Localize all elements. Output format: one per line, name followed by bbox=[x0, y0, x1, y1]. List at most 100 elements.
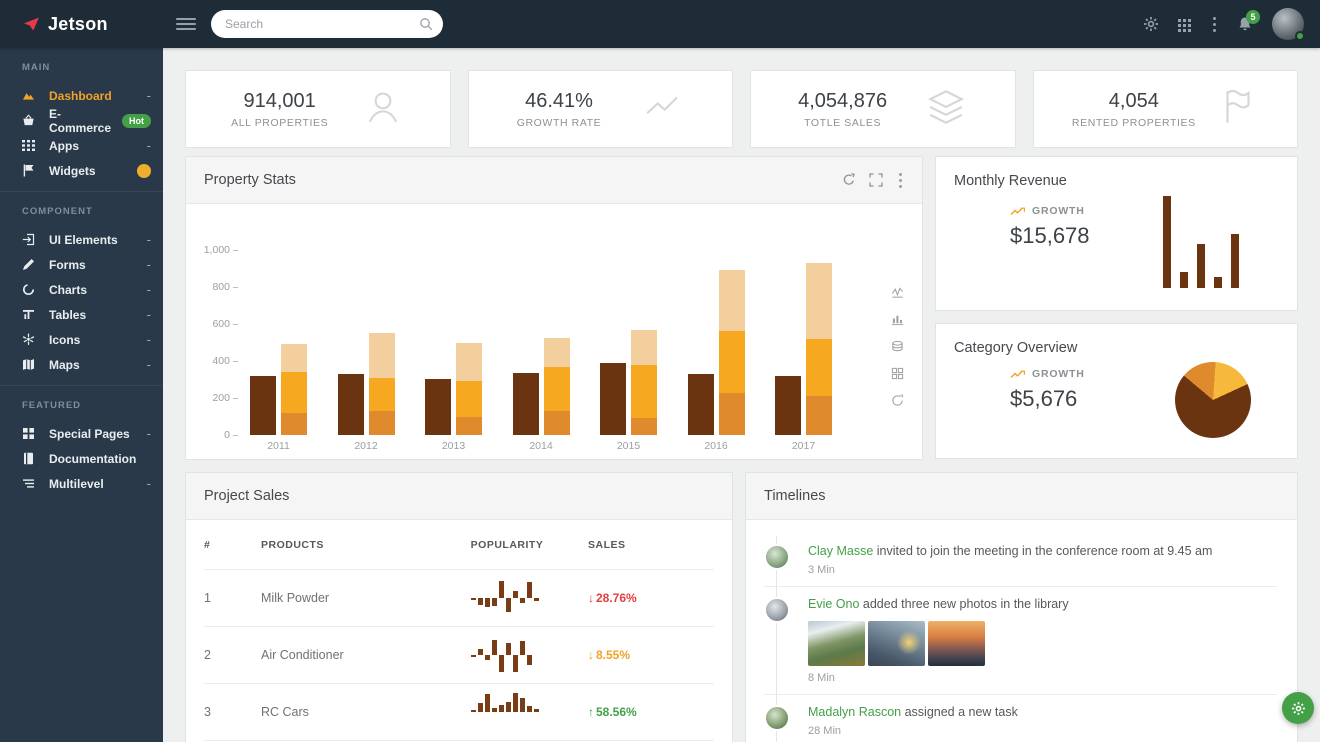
main-content: 914,001 ALL PROPERTIES 46.41% GROWTH RATE 4,… bbox=[163, 48, 1320, 742]
category-overview-card: Category Overview GROWTH $5,676 bbox=[935, 323, 1298, 459]
brand[interactable]: Jetson bbox=[0, 14, 163, 35]
sidebar-item-apps[interactable]: Apps - bbox=[0, 133, 163, 158]
bar-stacked[interactable] bbox=[368, 333, 395, 435]
user-name-link[interactable]: Evie Ono bbox=[808, 597, 860, 612]
stack-segment bbox=[631, 418, 657, 435]
bar-solid[interactable] bbox=[425, 378, 451, 435]
y-axis-tick: 400 bbox=[186, 355, 238, 367]
timestamp: 3 Min bbox=[808, 564, 835, 577]
sidebar-item-ui-elements[interactable]: UI Elements - bbox=[0, 227, 163, 252]
timelines-feed: Clay Masse invited to join the meeting i… bbox=[746, 520, 1297, 742]
bar-solid[interactable] bbox=[250, 375, 276, 435]
bar-group-2013[interactable]: 2013 bbox=[425, 343, 482, 452]
table-row[interactable]: 3 RC Cars ↑ 58.56% bbox=[204, 684, 714, 741]
sidebar-item-icons[interactable]: Icons - bbox=[0, 327, 163, 352]
sidebar-item-documentation[interactable]: Documentation bbox=[0, 446, 163, 471]
search-icon[interactable] bbox=[419, 17, 433, 36]
gear-icon[interactable] bbox=[1143, 16, 1159, 32]
photo-thumbnail[interactable] bbox=[868, 621, 925, 667]
photo-thumbnail[interactable] bbox=[808, 621, 865, 667]
column-header[interactable]: PRODUCTS bbox=[261, 538, 324, 551]
sidebar-item-multilevel[interactable]: Multilevel - bbox=[0, 471, 163, 496]
tb-bar-icon[interactable] bbox=[891, 313, 904, 331]
sidebar-item-tables[interactable]: Tables - bbox=[0, 302, 163, 327]
sidebar-item-dashboard[interactable]: Dashboard - bbox=[0, 83, 163, 108]
popularity-sparkline bbox=[471, 691, 543, 733]
collapse-caret: - bbox=[146, 357, 151, 372]
avatar[interactable] bbox=[764, 597, 790, 624]
bar-solid[interactable] bbox=[775, 375, 801, 435]
sidebar-section-label: COMPONENT bbox=[22, 206, 93, 217]
timeline-item: Madalyn Rascon assigned a new task 28 Min bbox=[764, 694, 1277, 742]
bar-group-2015[interactable]: 2015 bbox=[600, 329, 657, 452]
menu-toggle-icon[interactable] bbox=[176, 15, 196, 33]
collapse-caret: - bbox=[146, 307, 151, 322]
bar-group-2014[interactable]: 2014 bbox=[512, 337, 570, 452]
chart-plot-area: 2011 2012 2013 2014 2015 2016 2017 bbox=[250, 250, 832, 452]
table-row[interactable]: 2 Air Conditioner ↓ 8.55% bbox=[204, 627, 714, 684]
column-header[interactable]: POPULARITY bbox=[470, 538, 544, 551]
layers-icon bbox=[925, 86, 967, 133]
stack-segment bbox=[631, 364, 657, 419]
row-index: 2 bbox=[204, 648, 211, 662]
tb-restore-icon[interactable] bbox=[891, 394, 904, 412]
bar-stacked[interactable] bbox=[456, 343, 482, 435]
collapse-caret: - bbox=[146, 257, 151, 272]
arrow-down-icon: ↓ bbox=[588, 648, 594, 662]
bar-solid[interactable] bbox=[600, 362, 626, 435]
activity-text: assigned a new task bbox=[904, 705, 1018, 720]
expand-icon[interactable] bbox=[869, 173, 883, 187]
sidebar-item-charts[interactable]: Charts - bbox=[0, 277, 163, 302]
sidebar-item-e-commerce[interactable]: E-Commerce Hot bbox=[0, 107, 163, 135]
maps-icon bbox=[22, 358, 36, 372]
bar-group-2016[interactable]: 2016 bbox=[687, 270, 745, 452]
x-axis-label: 2013 bbox=[441, 440, 466, 452]
apps-grid-icon[interactable] bbox=[1178, 18, 1191, 32]
sidebar-item-special-pages[interactable]: Special Pages - bbox=[0, 421, 163, 446]
tb-line-icon[interactable] bbox=[891, 286, 904, 304]
project-sales-panel: Project Sales # PRODUCTS POPULARITY SALES 1 M… bbox=[185, 472, 733, 742]
collapse-caret: - bbox=[146, 138, 151, 153]
bar-stacked[interactable] bbox=[631, 329, 657, 435]
sidebar-item-label: Icons bbox=[49, 332, 81, 347]
settings-fab-button[interactable] bbox=[1282, 692, 1314, 724]
avatar[interactable] bbox=[764, 544, 790, 570]
refresh-icon[interactable] bbox=[842, 173, 856, 187]
stack-segment bbox=[806, 396, 832, 435]
user-name-link[interactable]: Clay Masse bbox=[808, 544, 874, 558]
bar-group-2012[interactable]: 2012 bbox=[337, 333, 395, 452]
sidebar-item-maps[interactable]: Maps - bbox=[0, 352, 163, 377]
stat-card-rented-properties: 4,054 RENTED PROPERTIES bbox=[1032, 70, 1298, 148]
sidebar-item-forms[interactable]: Forms - bbox=[0, 252, 163, 277]
sidebar-item-label: UI Elements bbox=[49, 232, 118, 247]
trending-up-icon bbox=[1010, 207, 1025, 215]
stack-segment bbox=[631, 329, 657, 365]
search-input[interactable] bbox=[211, 10, 443, 38]
sidebar-item-widgets[interactable]: Widgets bbox=[0, 158, 163, 183]
bar-solid[interactable] bbox=[687, 373, 714, 435]
bar-solid[interactable] bbox=[337, 373, 364, 435]
bar-solid[interactable] bbox=[512, 373, 539, 435]
stat-card-growth-rate: 46.41% GROWTH RATE bbox=[467, 70, 733, 148]
icons-icon bbox=[22, 333, 36, 347]
column-header[interactable]: # bbox=[204, 538, 211, 551]
table-row[interactable]: 1 Milk Powder ↓ 28.76% bbox=[204, 570, 714, 627]
tb-stack-icon[interactable] bbox=[891, 340, 904, 358]
bar-stacked[interactable] bbox=[281, 344, 307, 435]
bar-stacked[interactable] bbox=[806, 262, 832, 435]
stack-segment bbox=[281, 412, 307, 435]
user-avatar[interactable] bbox=[1272, 8, 1305, 41]
bar-stacked[interactable] bbox=[543, 337, 570, 435]
panel-menu-icon[interactable] bbox=[896, 172, 904, 188]
photo-thumbnail[interactable] bbox=[928, 621, 985, 667]
more-options-icon[interactable] bbox=[1210, 16, 1218, 32]
bar-group-2011[interactable]: 2011 bbox=[250, 344, 307, 452]
tb-tiled-icon[interactable] bbox=[891, 367, 904, 385]
stat-value: 4,054,876 bbox=[798, 89, 888, 112]
bar-stacked[interactable] bbox=[718, 270, 745, 435]
notifications-bell-icon[interactable]: 5 bbox=[1237, 10, 1260, 32]
bar-group-2017[interactable]: 2017 bbox=[775, 262, 832, 452]
avatar[interactable] bbox=[764, 705, 790, 732]
user-name-link[interactable]: Madalyn Rascon bbox=[808, 705, 902, 720]
column-header[interactable]: SALES bbox=[588, 538, 626, 551]
